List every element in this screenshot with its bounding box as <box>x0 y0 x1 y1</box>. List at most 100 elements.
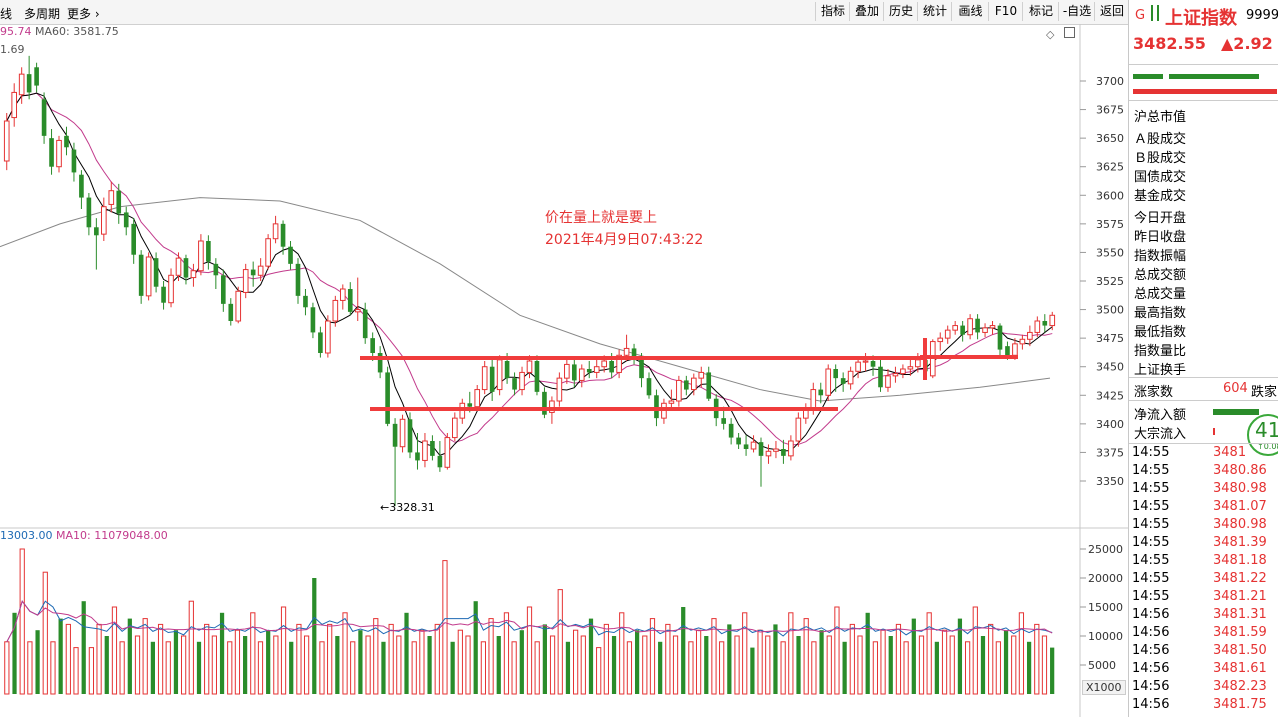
candle-body <box>878 366 883 388</box>
candle-body <box>153 258 159 287</box>
kline-chart[interactable]: 3350 3375 3400 3425 3450 3475 3500 3525 3550 3575… <box>0 0 1128 717</box>
volume-bar <box>980 636 986 694</box>
breadth-bar-green-2 <box>1169 74 1259 79</box>
volume-bar <box>73 647 79 695</box>
volume-bar <box>342 612 348 695</box>
quote-field-label: 指数振幅 <box>1134 249 1187 264</box>
candle-body <box>1019 338 1026 345</box>
indicator-button[interactable]: 指标 <box>815 2 850 21</box>
price-tick-label: 3350 <box>1096 475 1124 488</box>
candle-body <box>399 418 406 448</box>
candle-body <box>280 223 286 247</box>
overlay-button[interactable]: 叠加 <box>849 2 884 21</box>
candle-body <box>601 360 607 368</box>
candle-body <box>467 403 473 407</box>
volume-bar <box>219 612 225 694</box>
volume-bar <box>4 641 10 695</box>
volume-bar <box>857 635 863 695</box>
candle-body <box>989 325 996 329</box>
ma60-line <box>0 197 1051 402</box>
tick-price: 3481.50 <box>1213 643 1267 658</box>
candle-body <box>131 223 137 255</box>
volume-bar <box>65 623 71 695</box>
volume-bar <box>257 641 264 695</box>
candle-body <box>481 366 488 391</box>
price-tick-label: 3375 <box>1096 446 1124 459</box>
tick-price: 3481.61 <box>1213 661 1267 676</box>
candle-body <box>825 368 832 396</box>
divider <box>1129 400 1278 401</box>
volume-bar <box>165 641 171 695</box>
divider <box>1129 100 1278 101</box>
volume-bar <box>849 623 855 695</box>
volume-bar <box>365 635 371 695</box>
candle-body <box>571 364 577 381</box>
tick-time: 14:55 <box>1132 499 1170 514</box>
volume-bar <box>926 612 932 695</box>
candle-body <box>975 318 980 333</box>
watchlist-button[interactable]: -自选 <box>1058 2 1095 21</box>
mark-button[interactable]: 标记 <box>1022 2 1059 21</box>
volume-bar <box>327 623 333 695</box>
multi-period-tab[interactable]: 多周期 <box>24 7 61 21</box>
volume-bar <box>157 623 164 695</box>
more-menu[interactable]: 更多 › <box>67 7 100 21</box>
volume-bar <box>757 629 763 695</box>
diamond-icon[interactable]: ◇ <box>1046 28 1055 41</box>
volume-bar <box>918 635 925 695</box>
candle-body <box>272 223 279 240</box>
candle-body <box>840 378 846 384</box>
volume-bar <box>727 624 732 694</box>
candle-body <box>339 288 346 301</box>
candle-body <box>1027 331 1033 340</box>
candle-body <box>676 379 682 402</box>
candle-body <box>71 149 77 173</box>
volume-bar <box>580 635 586 695</box>
volume-bar <box>872 641 878 695</box>
speed-badge[interactable]: 41 ↑0.08 <box>1247 414 1278 456</box>
volume-bar <box>1018 612 1025 695</box>
tick-price: 3481.18 <box>1213 553 1267 568</box>
volume-bar <box>949 635 955 695</box>
stats-button[interactable]: 统计 <box>917 2 952 21</box>
candle-body <box>743 444 749 449</box>
candle-body <box>1042 321 1048 326</box>
candle-body <box>228 303 234 321</box>
volume-bar <box>634 630 640 694</box>
volume-bar <box>573 629 579 695</box>
divider <box>1129 443 1278 444</box>
ma5-line <box>6 92 1053 457</box>
down-count-label: 跌家 <box>1251 385 1278 400</box>
index-change: ▲2.92 <box>1221 34 1273 53</box>
volume-bar <box>649 618 656 695</box>
volume-ma10-line <box>6 600 1053 643</box>
candle-body <box>855 361 861 372</box>
candle-body <box>1049 314 1056 327</box>
volume-bar <box>934 641 939 694</box>
volume-bar <box>411 641 417 695</box>
back-button[interactable]: 返回 <box>1094 2 1129 21</box>
tick-time: 14:55 <box>1132 571 1170 586</box>
price-tick-label: 3425 <box>1096 389 1124 402</box>
candle-body <box>803 409 809 419</box>
period-tab[interactable]: 线 <box>0 7 13 21</box>
candle-body <box>706 372 712 399</box>
annotation-line-1: 价在量上就是要上 <box>545 210 657 226</box>
breadth-bar-green-1 <box>1133 74 1163 79</box>
quote-field-label: 国债成交 <box>1134 170 1187 185</box>
volume-bar <box>642 635 648 695</box>
candle-body <box>26 74 32 93</box>
history-button[interactable]: 历史 <box>883 2 918 21</box>
layout-icon[interactable] <box>1064 27 1075 38</box>
chart-toggle-icon[interactable] <box>1151 5 1159 21</box>
volume-bar <box>496 636 501 694</box>
candle-body <box>3 120 10 162</box>
f10-button[interactable]: F10 <box>988 2 1023 21</box>
tick-price: 3482.23 <box>1213 679 1267 694</box>
volume-bar <box>58 618 63 694</box>
tick-price: 3481.75 <box>1213 697 1267 712</box>
candle-body <box>818 389 824 396</box>
netflow-bar <box>1213 409 1259 415</box>
candle-body <box>257 265 264 276</box>
draw-line-button[interactable]: 画线 <box>951 2 989 21</box>
